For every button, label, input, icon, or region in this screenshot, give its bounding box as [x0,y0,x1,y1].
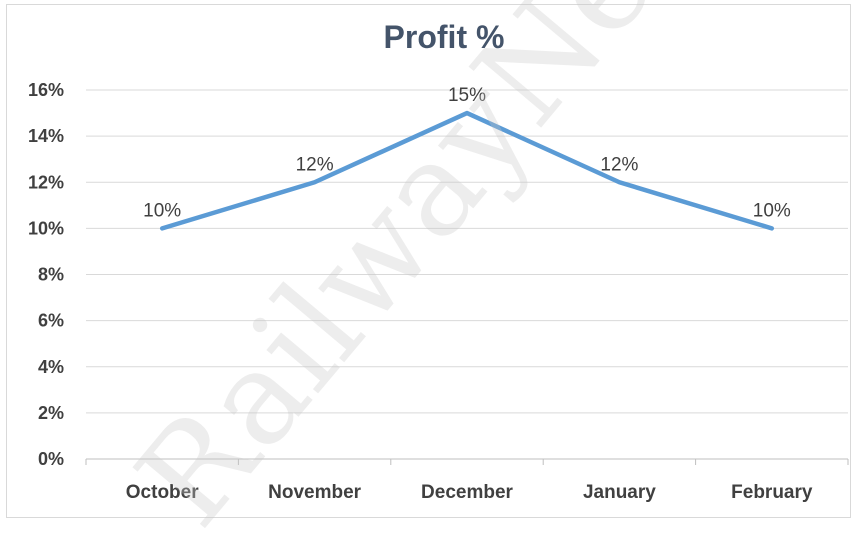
data-labels: 10% 12% 15% 12% 10% [143,85,791,221]
y-tick-label: 4% [38,357,64,377]
chart-title: Profit % [384,19,505,55]
x-tick-label: October [126,482,199,503]
y-tick-label: 14% [28,126,64,146]
y-tick-label: 0% [38,449,64,469]
data-label: 10% [143,200,181,221]
y-axis: 0% 2% 4% 6% 8% 10% 12% 14% 16% [28,80,64,469]
y-tick-label: 2% [38,403,64,423]
y-tick-label: 12% [28,172,64,192]
x-tick-label: January [583,482,656,503]
y-tick-label: 8% [38,265,64,285]
gridlines [86,89,848,414]
data-label: 12% [296,154,334,175]
series-layer [159,110,775,231]
x-tick-label: February [731,482,813,503]
watermark: RailwayNe [108,0,684,539]
y-tick-label: 6% [38,311,64,331]
data-label: 10% [753,200,791,221]
x-axis: October November December January February [85,458,849,503]
x-tick-label: December [421,482,513,503]
x-tick-label: November [268,482,362,503]
data-label: 12% [600,154,638,175]
y-tick-label: 16% [28,80,64,100]
y-tick-label: 10% [28,218,64,238]
data-label: 15% [448,85,486,106]
